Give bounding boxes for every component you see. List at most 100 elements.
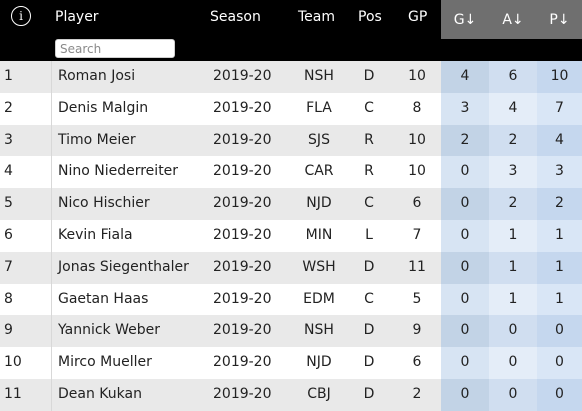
column-divider <box>51 347 52 379</box>
column-header-gp[interactable]: GP <box>408 9 428 25</box>
position-cell: D <box>363 354 375 371</box>
games-played-cell: 10 <box>408 163 426 180</box>
player-name-cell[interactable]: Dean Kukan <box>58 385 142 402</box>
season-cell: 2019-20 <box>213 131 272 148</box>
games-played-cell: 6 <box>412 195 422 212</box>
table-row[interactable]: 6 Kevin Fiala 2019-20 MIN L 7 0 1 1 <box>0 219 582 252</box>
table-row[interactable]: 1 Roman Josi 2019-20 NSH D 10 4 6 10 <box>0 61 582 93</box>
column-divider <box>51 378 52 411</box>
games-played-cell: 5 <box>412 290 422 307</box>
column-header-points-sort[interactable]: P↓ <box>537 0 582 39</box>
assists-cell: 1 <box>489 251 537 284</box>
rank-cell: 11 <box>4 385 22 402</box>
player-search-input[interactable] <box>55 39 175 58</box>
team-cell: MIN <box>305 226 333 243</box>
season-cell: 2019-20 <box>213 322 272 339</box>
column-header-pos[interactable]: Pos <box>358 9 382 25</box>
team-cell: FLA <box>306 99 332 116</box>
points-cell: 7 <box>537 92 582 125</box>
table-row[interactable]: 3 Timo Meier 2019-20 SJS R 10 2 2 4 <box>0 124 582 157</box>
goals-cell: 4 <box>441 61 489 93</box>
team-cell: EDM <box>303 290 335 307</box>
rank-cell: 9 <box>4 322 13 339</box>
position-cell: D <box>363 322 375 339</box>
player-name-cell[interactable]: Jonas Siegenthaler <box>58 258 189 275</box>
position-cell: D <box>363 258 375 275</box>
assists-cell: 0 <box>489 315 537 348</box>
column-header-season[interactable]: Season <box>210 9 261 25</box>
season-cell: 2019-20 <box>213 226 272 243</box>
points-cell: 10 <box>537 61 582 93</box>
games-played-cell: 10 <box>408 131 426 148</box>
games-played-cell: 10 <box>408 68 426 84</box>
column-header-assists-sort[interactable]: A↓ <box>489 0 537 39</box>
season-cell: 2019-20 <box>213 99 272 116</box>
column-divider <box>51 61 52 93</box>
season-cell: 2019-20 <box>213 385 272 402</box>
table-row[interactable]: 11 Dean Kukan 2019-20 CBJ D 2 0 0 0 <box>0 378 582 411</box>
team-cell: SJS <box>308 131 330 148</box>
column-divider <box>51 251 52 284</box>
column-header-player[interactable]: Player <box>55 9 99 25</box>
column-divider <box>51 92 52 125</box>
points-cell: 2 <box>537 188 582 220</box>
column-header-team[interactable]: Team <box>298 9 336 25</box>
team-cell: NJD <box>306 354 332 371</box>
column-divider <box>51 315 52 348</box>
player-name-cell[interactable]: Nico Hischier <box>58 195 150 212</box>
goals-cell: 3 <box>441 92 489 125</box>
player-name-cell[interactable]: Gaetan Haas <box>58 290 149 307</box>
column-divider <box>51 188 52 220</box>
season-cell: 2019-20 <box>213 290 272 307</box>
column-divider <box>51 283 52 316</box>
player-name-cell[interactable]: Mirco Mueller <box>58 354 152 371</box>
table-row[interactable]: 9 Yannick Weber 2019-20 NSH D 9 0 0 0 <box>0 315 582 348</box>
games-played-cell: 9 <box>412 322 422 339</box>
position-cell: R <box>364 131 374 148</box>
player-name-cell[interactable]: Kevin Fiala <box>58 226 133 243</box>
goals-cell: 0 <box>441 156 489 189</box>
player-name-cell[interactable]: Roman Josi <box>58 68 136 84</box>
team-cell: NSH <box>304 68 334 84</box>
team-cell: NSH <box>304 322 334 339</box>
points-cell: 1 <box>537 283 582 316</box>
assists-cell: 4 <box>489 92 537 125</box>
points-cell: 3 <box>537 156 582 189</box>
rank-cell: 4 <box>4 163 13 180</box>
goals-cell: 2 <box>441 124 489 157</box>
points-cell: 0 <box>537 315 582 348</box>
games-played-cell: 7 <box>412 226 422 243</box>
season-cell: 2019-20 <box>213 354 272 371</box>
season-cell: 2019-20 <box>213 258 272 275</box>
info-icon[interactable]: i <box>11 6 31 26</box>
goals-cell: 0 <box>441 188 489 220</box>
table-body: 1 Roman Josi 2019-20 NSH D 10 4 6 10 2 Denis Malgi… <box>0 61 582 411</box>
team-cell: WSH <box>302 258 336 275</box>
table-row[interactable]: 10 Mirco Mueller 2019-20 NJD D 6 0 0 0 <box>0 347 582 379</box>
table-row[interactable]: 2 Denis Malgin 2019-20 FLA C 8 3 4 7 <box>0 92 582 125</box>
column-divider <box>51 219 52 252</box>
player-name-cell[interactable]: Nino Niederreiter <box>58 163 179 180</box>
assists-cell: 2 <box>489 124 537 157</box>
team-cell: NJD <box>306 195 332 212</box>
player-name-cell[interactable]: Yannick Weber <box>58 322 160 339</box>
team-cell: CBJ <box>307 385 331 402</box>
rank-cell: 6 <box>4 226 13 243</box>
table-header: i Player Season Team Pos GP G↓ A↓ P↓ <box>0 0 582 61</box>
rank-cell: 2 <box>4 99 13 116</box>
table-row[interactable]: 4 Nino Niederreiter 2019-20 CAR R 10 0 3 3 <box>0 156 582 189</box>
table-row[interactable]: 7 Jonas Siegenthaler 2019-20 WSH D 11 0 1 1 <box>0 251 582 284</box>
assists-cell: 1 <box>489 283 537 316</box>
player-name-cell[interactable]: Denis Malgin <box>58 99 149 116</box>
assists-cell: 0 <box>489 378 537 411</box>
column-divider <box>51 124 52 157</box>
assists-cell: 2 <box>489 188 537 220</box>
column-header-goals-sort[interactable]: G↓ <box>441 0 489 39</box>
goals-cell: 0 <box>441 378 489 411</box>
table-row[interactable]: 5 Nico Hischier 2019-20 NJD C 6 0 2 2 <box>0 188 582 220</box>
assists-cell: 1 <box>489 219 537 252</box>
goals-cell: 0 <box>441 347 489 379</box>
player-name-cell[interactable]: Timo Meier <box>58 131 136 148</box>
table-row[interactable]: 8 Gaetan Haas 2019-20 EDM C 5 0 1 1 <box>0 283 582 316</box>
